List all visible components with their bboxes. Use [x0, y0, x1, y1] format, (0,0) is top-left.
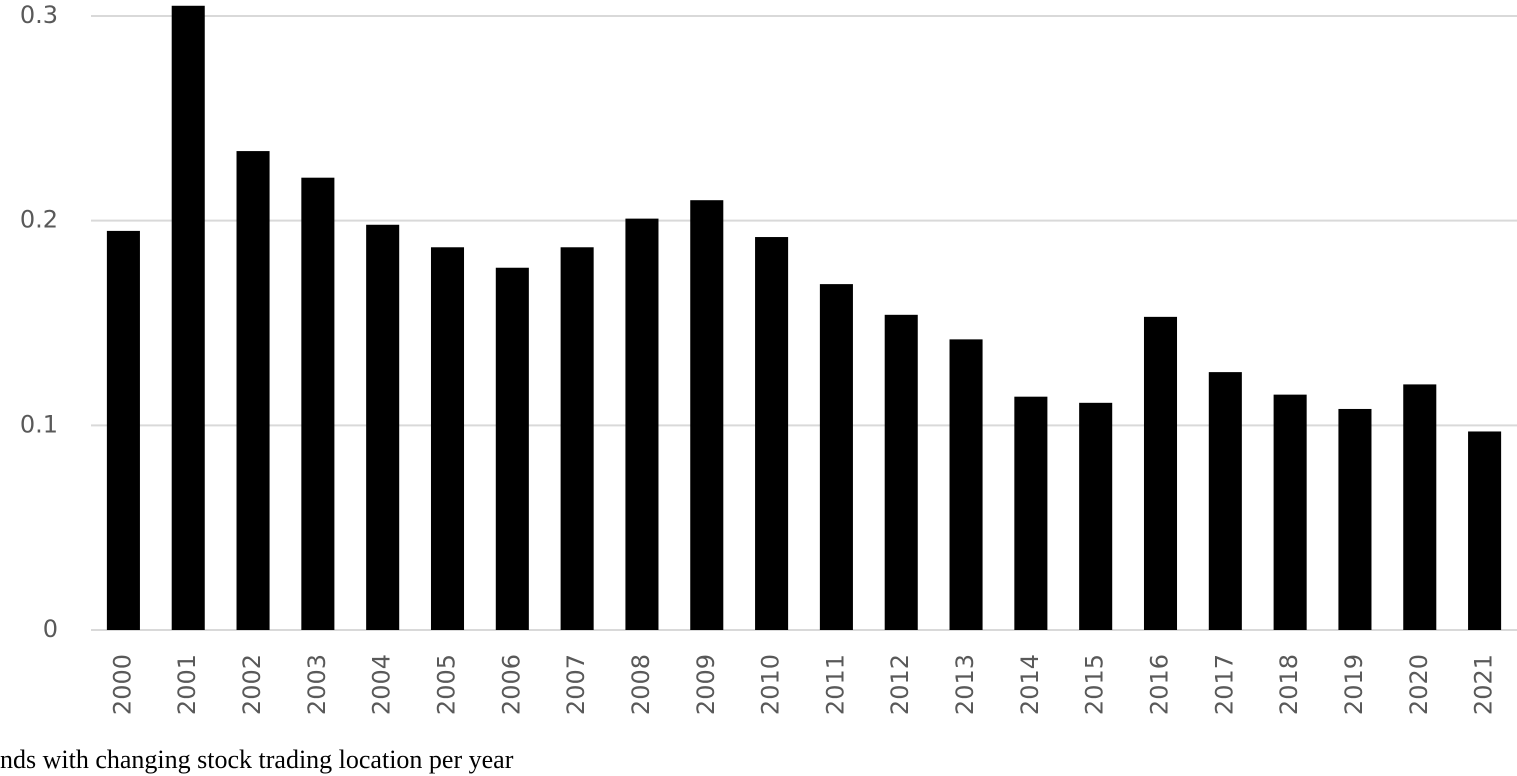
- bar: [430, 247, 465, 631]
- x-tick-label: 2011: [821, 654, 849, 715]
- x-tick-label: 2005: [433, 654, 461, 715]
- bar: [949, 339, 983, 630]
- bar: [171, 5, 205, 631]
- bar: [755, 237, 789, 631]
- bar: [1014, 396, 1048, 630]
- bar: [236, 151, 270, 630]
- x-tick-label: 2017: [1210, 654, 1238, 715]
- x-tick-label: 2003: [303, 654, 331, 715]
- bar: [819, 284, 853, 630]
- x-tick-label: 2018: [1275, 654, 1303, 715]
- bar: [625, 218, 659, 630]
- bar: [1338, 408, 1372, 630]
- caption: nds with changing stock trading location…: [0, 745, 514, 774]
- bar: [884, 314, 918, 630]
- bar: [106, 230, 140, 630]
- x-tick-label: 2016: [1146, 654, 1174, 715]
- bar: [1403, 384, 1437, 630]
- x-tick-label: 2014: [1016, 654, 1044, 715]
- x-tick-label: 2019: [1340, 654, 1368, 715]
- bar: [1079, 402, 1113, 630]
- y-tick-label: 0: [43, 615, 58, 643]
- bar: [1143, 316, 1178, 630]
- x-tick-label: 2013: [951, 654, 979, 715]
- x-tick-label: 2002: [238, 654, 266, 715]
- x-tick-label: 2009: [692, 654, 720, 715]
- y-tick-label: 0.2: [20, 206, 58, 234]
- x-tick-label: 2006: [497, 654, 525, 715]
- x-tick-label: 2015: [1081, 654, 1109, 715]
- y-tick-label: 0.1: [20, 410, 58, 438]
- x-tick-label: 2012: [886, 654, 914, 715]
- x-tick-label: 2000: [108, 654, 136, 715]
- bar: [495, 267, 529, 630]
- x-tick-label: 2010: [757, 654, 785, 715]
- x-tick-label: 2021: [1470, 654, 1498, 715]
- bar: [1208, 372, 1242, 630]
- y-tick-label: 0.3: [20, 1, 58, 29]
- x-tick-label: 2007: [562, 654, 590, 715]
- x-tick-label: 2020: [1405, 654, 1433, 715]
- x-tick-label: 2004: [368, 654, 396, 715]
- bar: [560, 247, 594, 631]
- x-tick-label: 2001: [173, 654, 201, 715]
- x-tick-label: 2008: [627, 654, 655, 715]
- bar: [690, 200, 724, 630]
- bar: [301, 177, 335, 631]
- bar: [366, 224, 400, 630]
- bar: [1468, 431, 1502, 630]
- bar: [1273, 394, 1307, 630]
